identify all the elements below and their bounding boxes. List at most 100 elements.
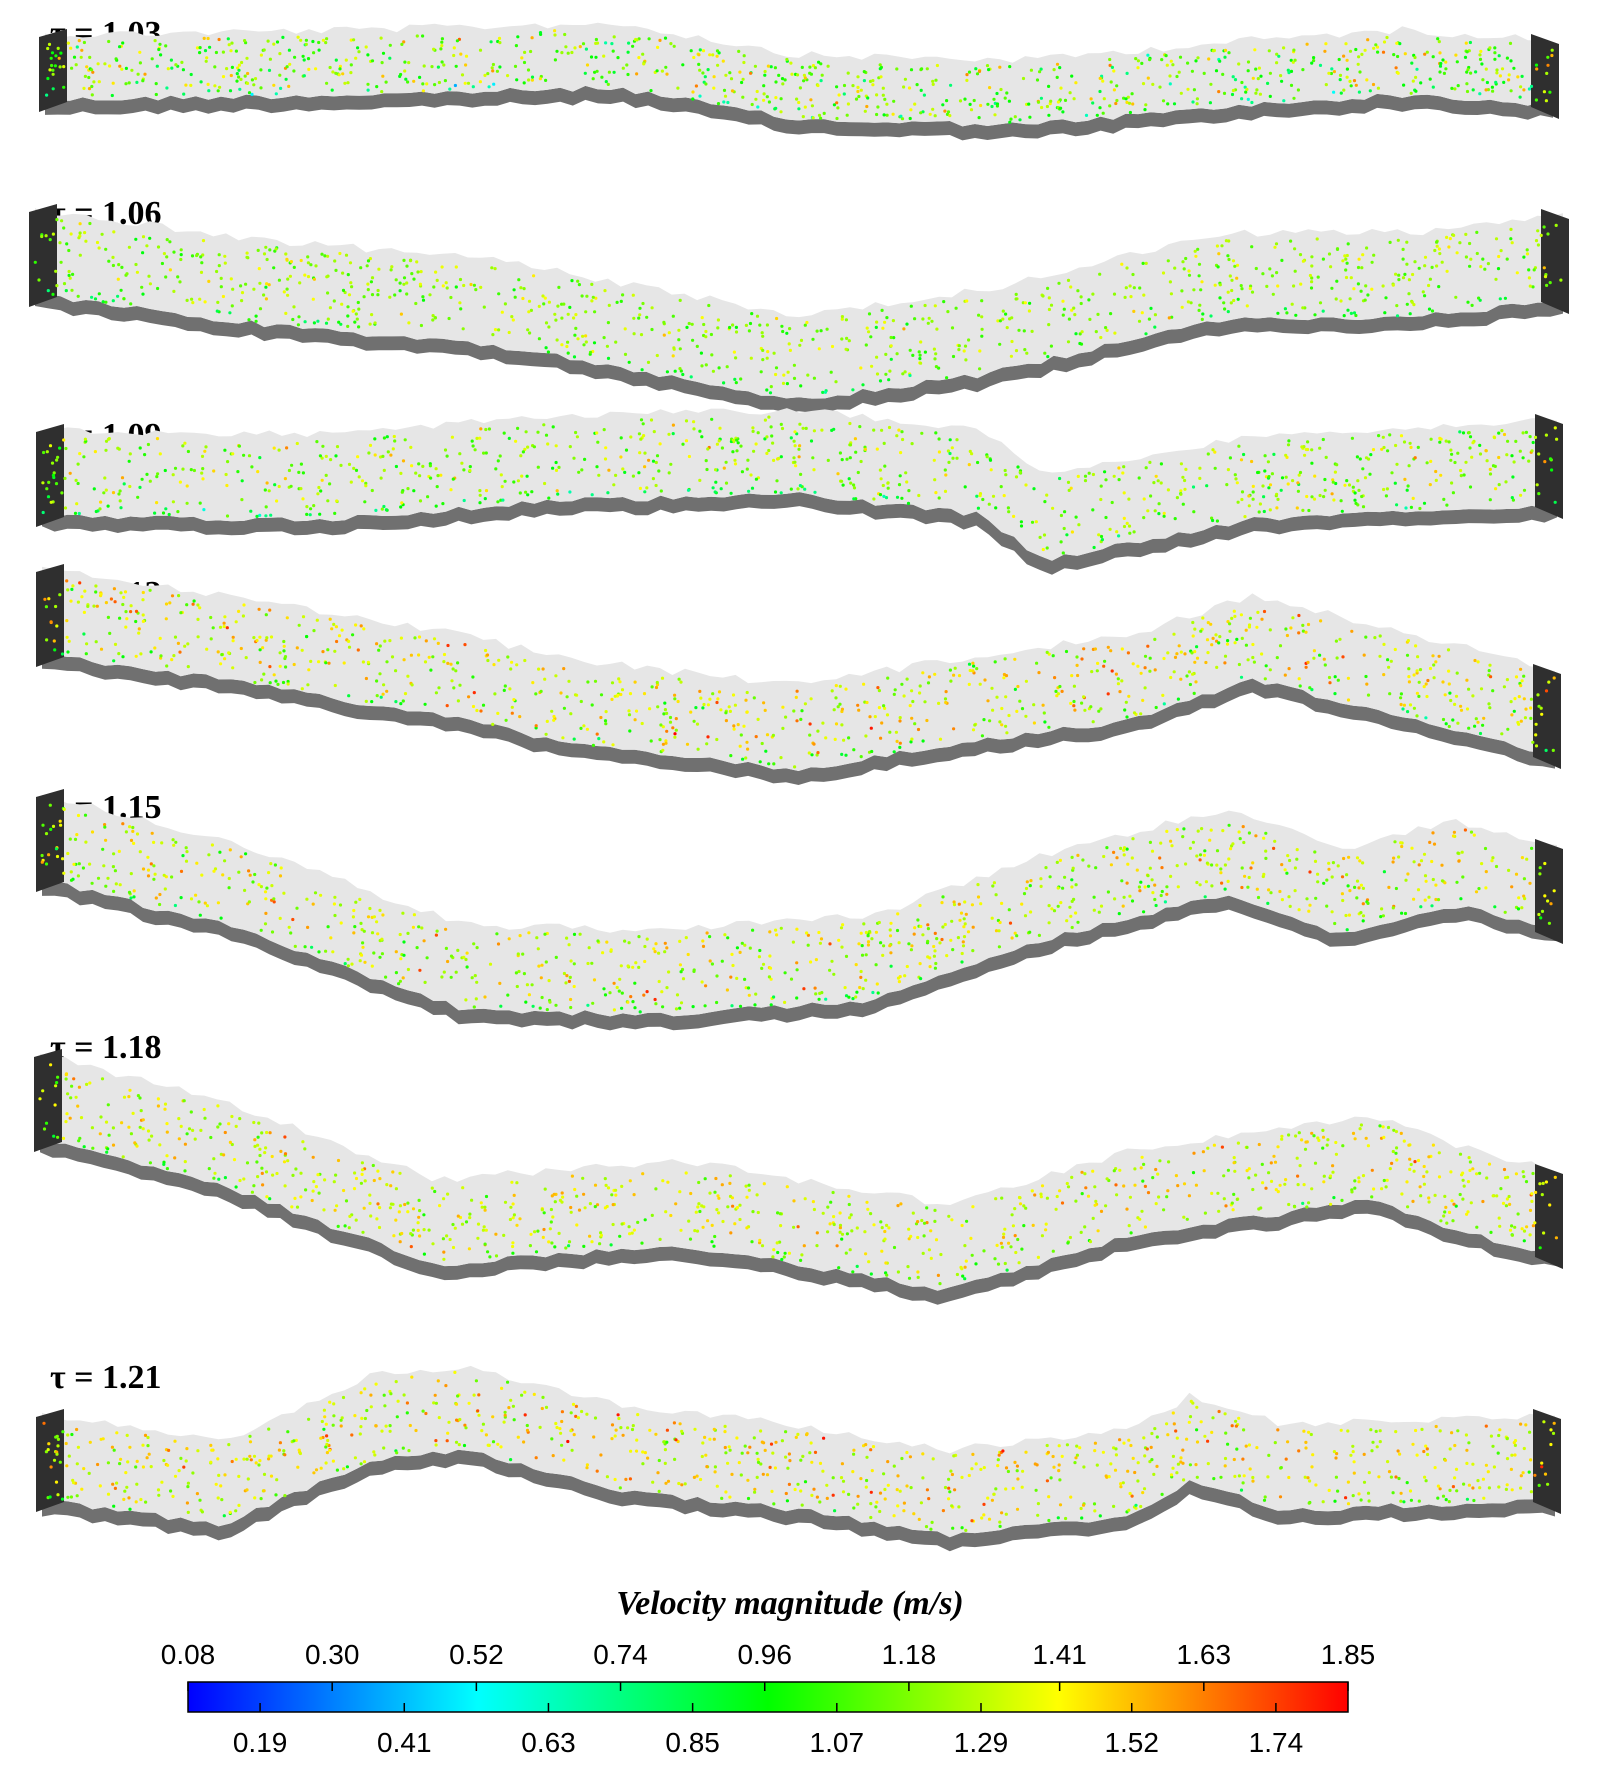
- particle: [1518, 95, 1522, 99]
- particle: [411, 925, 415, 929]
- particle: [537, 964, 541, 968]
- particle: [902, 694, 906, 698]
- particle: [1510, 496, 1514, 500]
- particle: [398, 289, 402, 293]
- particle: [546, 350, 551, 354]
- particle: [673, 369, 677, 373]
- particle: [1388, 692, 1392, 696]
- particle: [327, 661, 331, 665]
- particle: [792, 456, 796, 460]
- particle: [997, 929, 1001, 933]
- particle: [926, 681, 931, 685]
- particle: [1201, 616, 1205, 620]
- particle: [699, 696, 703, 700]
- particle: [1043, 351, 1047, 355]
- particle: [1211, 448, 1215, 452]
- particle: [643, 944, 647, 949]
- particle: [1478, 53, 1482, 57]
- particle: [637, 965, 641, 970]
- particle: [1014, 292, 1018, 296]
- particle: [1237, 662, 1241, 667]
- particle: [950, 326, 955, 330]
- particle: [440, 40, 444, 44]
- particle: [527, 931, 531, 935]
- particle: [1197, 262, 1202, 266]
- particle: [967, 463, 971, 467]
- particle: [593, 1205, 597, 1209]
- fracture-panel-6: [34, 1049, 1563, 1305]
- particle: [1229, 301, 1233, 305]
- particle: [320, 252, 324, 256]
- particle: [111, 491, 116, 495]
- particle: [1353, 498, 1357, 502]
- particle: [224, 472, 228, 477]
- particle: [282, 891, 286, 895]
- particle: [1007, 908, 1011, 912]
- particle: [1458, 241, 1462, 245]
- particle: [1227, 51, 1231, 55]
- particle: [631, 965, 635, 969]
- particle: [360, 1172, 364, 1176]
- particle: [1165, 892, 1169, 896]
- particle: [1470, 303, 1474, 307]
- particle: [366, 288, 370, 292]
- particle: [1222, 301, 1226, 305]
- particle: [1153, 313, 1157, 317]
- particle: [1122, 524, 1127, 529]
- particle: [198, 51, 202, 55]
- particle: [45, 93, 49, 97]
- particle: [667, 970, 671, 974]
- particle: [611, 1222, 615, 1227]
- particle: [432, 47, 436, 51]
- particle: [579, 699, 583, 704]
- particle: [1478, 92, 1482, 96]
- particle: [268, 1197, 272, 1201]
- particle: [848, 456, 852, 460]
- particle: [1284, 475, 1288, 479]
- particle: [619, 692, 623, 697]
- particle: [1512, 460, 1516, 464]
- particle: [697, 53, 701, 57]
- particle: [215, 309, 219, 313]
- particle: [1495, 68, 1499, 72]
- particle: [1139, 712, 1143, 716]
- particles-5: [40, 803, 1556, 1014]
- particle: [885, 316, 889, 320]
- particle: [111, 263, 115, 268]
- particle: [826, 64, 830, 68]
- particle: [1329, 71, 1333, 76]
- particle: [1539, 916, 1543, 920]
- particle: [1293, 866, 1297, 870]
- particle: [65, 635, 69, 639]
- particle: [844, 687, 848, 691]
- particle: [1456, 721, 1460, 725]
- particle: [868, 930, 872, 934]
- particle: [537, 667, 541, 671]
- particle: [878, 493, 883, 497]
- particle: [875, 447, 879, 451]
- particle: [392, 434, 396, 439]
- particle: [972, 664, 976, 668]
- particle: [121, 41, 125, 45]
- particle: [567, 1244, 571, 1248]
- particle: [713, 490, 717, 494]
- particle: [247, 318, 251, 322]
- fracture-wall-5: [42, 881, 1557, 1031]
- particle: [370, 700, 374, 704]
- particle: [49, 620, 53, 624]
- particle: [976, 883, 980, 887]
- particle: [623, 470, 627, 474]
- particle: [1255, 625, 1259, 629]
- particle: [611, 743, 615, 747]
- particle: [884, 496, 889, 500]
- particle: [109, 597, 113, 601]
- particle: [1159, 481, 1163, 485]
- particle: [1143, 1184, 1147, 1188]
- particle: [483, 497, 487, 501]
- particle: [1475, 251, 1479, 256]
- particle: [918, 357, 922, 361]
- particle: [523, 658, 527, 663]
- particle: [160, 841, 164, 845]
- particle: [734, 356, 738, 360]
- particle: [911, 353, 915, 357]
